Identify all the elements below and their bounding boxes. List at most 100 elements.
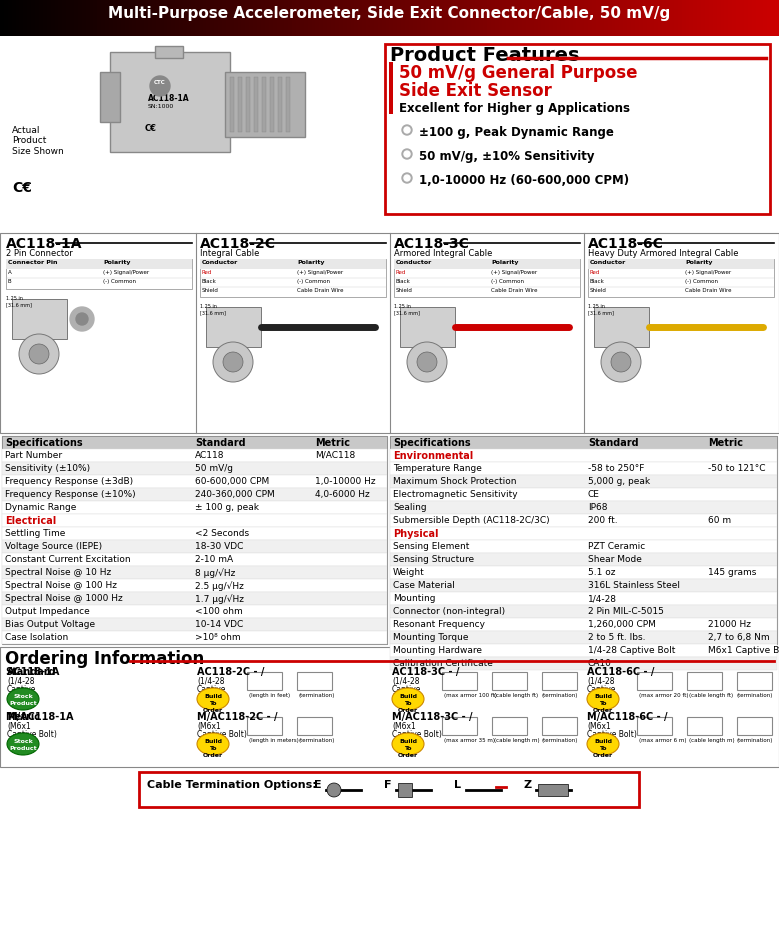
Bar <box>277 0 280 36</box>
Bar <box>129 0 132 36</box>
Text: CTC: CTC <box>154 80 166 85</box>
Text: Dynamic Range: Dynamic Range <box>5 503 76 512</box>
Bar <box>701 0 705 36</box>
Bar <box>631 0 635 36</box>
Bar <box>280 0 284 36</box>
Bar <box>2 514 387 527</box>
Bar <box>300 0 304 36</box>
Text: Order: Order <box>398 708 418 713</box>
Text: To: To <box>404 701 412 706</box>
Bar <box>132 0 136 36</box>
Bar <box>2 501 387 514</box>
Ellipse shape <box>197 733 229 755</box>
Bar <box>2 527 387 540</box>
Text: (+) Signal/Power: (+) Signal/Power <box>297 270 343 275</box>
Bar <box>736 0 740 36</box>
Bar <box>312 0 315 36</box>
Text: 50 mV/g: 50 mV/g <box>195 464 233 473</box>
Bar <box>74 0 78 36</box>
Text: Captive Bolt): Captive Bolt) <box>587 730 637 739</box>
Text: M/AC118: M/AC118 <box>315 451 355 460</box>
Bar <box>442 717 477 735</box>
Text: 200 ft.: 200 ft. <box>588 516 618 525</box>
Bar <box>604 0 608 36</box>
Bar <box>86 0 90 36</box>
Bar <box>273 0 277 36</box>
Text: Metric: Metric <box>5 712 40 722</box>
Circle shape <box>29 344 49 364</box>
Text: 1.7 μg/√Hz: 1.7 μg/√Hz <box>195 594 244 603</box>
Bar <box>541 0 545 36</box>
Text: Metric: Metric <box>708 438 743 448</box>
Circle shape <box>404 151 410 157</box>
Text: Armored Integral Cable: Armored Integral Cable <box>394 249 492 258</box>
Text: 18-30 VDC: 18-30 VDC <box>195 542 243 551</box>
Text: Order: Order <box>203 753 223 758</box>
Text: Standard: Standard <box>5 667 55 677</box>
Bar <box>2 631 387 644</box>
Text: Black: Black <box>396 279 411 284</box>
Text: 2 Pin MIL-C-5015: 2 Pin MIL-C-5015 <box>588 607 664 616</box>
Bar <box>47 0 51 36</box>
Bar <box>247 672 282 690</box>
Bar <box>658 0 662 36</box>
Bar <box>6 259 192 269</box>
Bar <box>66 0 70 36</box>
Text: ± 100 g, peak: ± 100 g, peak <box>195 503 259 512</box>
Bar <box>705 0 709 36</box>
Text: Polarity: Polarity <box>297 260 325 265</box>
Text: A: A <box>8 270 12 275</box>
Text: Stock: Stock <box>13 694 33 699</box>
Bar <box>304 0 308 36</box>
Bar <box>292 0 296 36</box>
Bar <box>584 0 588 36</box>
Circle shape <box>402 149 412 159</box>
Text: (M6x1: (M6x1 <box>7 722 30 731</box>
Bar <box>448 0 452 36</box>
Bar <box>4 0 8 36</box>
Bar <box>331 0 335 36</box>
Text: To: To <box>404 746 412 751</box>
Bar <box>666 0 670 36</box>
Text: (M6x1: (M6x1 <box>392 722 416 731</box>
Text: PZT Ceramic: PZT Ceramic <box>588 542 645 551</box>
Bar <box>200 259 386 269</box>
Bar <box>308 0 312 36</box>
Bar <box>386 0 390 36</box>
Text: (termination): (termination) <box>542 693 578 698</box>
Text: Shield: Shield <box>202 288 219 293</box>
Text: 60-600,000 CPM: 60-600,000 CPM <box>195 477 270 486</box>
Bar <box>35 0 39 36</box>
Bar <box>467 0 471 36</box>
Bar <box>452 0 456 36</box>
Bar <box>2 475 387 488</box>
Text: Cable Drain Wire: Cable Drain Wire <box>297 288 344 293</box>
Text: Heavy Duty Armored Integral Cable: Heavy Duty Armored Integral Cable <box>588 249 738 258</box>
Bar <box>390 436 777 644</box>
Bar <box>492 717 527 735</box>
Text: (1/4-28: (1/4-28 <box>197 677 224 686</box>
Bar <box>409 0 413 36</box>
Text: Red: Red <box>202 270 213 275</box>
Bar <box>518 0 522 36</box>
Bar <box>717 0 721 36</box>
Text: (1/4-28: (1/4-28 <box>392 677 420 686</box>
Bar <box>623 0 627 36</box>
Bar <box>713 0 717 36</box>
Bar <box>70 0 74 36</box>
Bar <box>588 259 774 297</box>
Ellipse shape <box>7 733 39 755</box>
Bar <box>464 0 467 36</box>
Text: 5,000 g, peak: 5,000 g, peak <box>588 477 650 486</box>
Text: -58 to 250°F: -58 to 250°F <box>588 464 644 473</box>
Text: AC118-1A: AC118-1A <box>6 237 83 251</box>
Bar <box>538 0 541 36</box>
Text: Constant Current Excitation: Constant Current Excitation <box>5 555 131 564</box>
Bar <box>296 0 300 36</box>
Text: F: F <box>384 780 392 790</box>
Bar <box>362 0 366 36</box>
Text: 2 to 5 ft. lbs.: 2 to 5 ft. lbs. <box>588 633 646 642</box>
Bar <box>234 0 238 36</box>
Text: Build: Build <box>594 694 612 699</box>
Bar <box>339 0 343 36</box>
